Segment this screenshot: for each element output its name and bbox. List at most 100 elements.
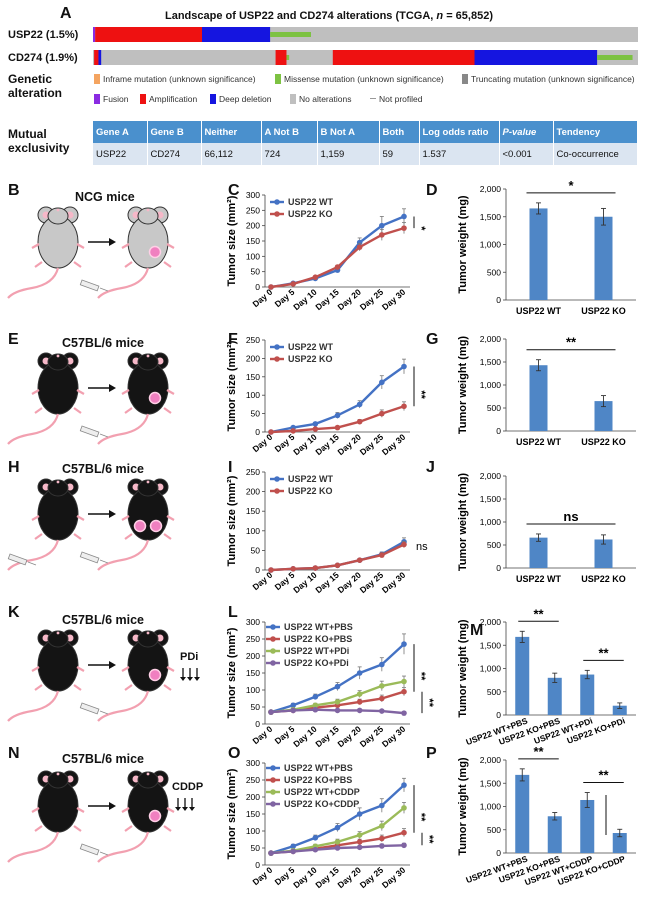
panel-label-p: P (426, 745, 437, 762)
legend-label: USP22 WT+PDi (284, 646, 349, 656)
td-gene-b: CD274 (147, 143, 202, 165)
significance-label: ns (416, 541, 428, 553)
x-tick-label: Day 0 (250, 570, 274, 592)
syringe-needle (99, 851, 109, 856)
x-tick-label: Day 0 (250, 865, 274, 887)
treatment-label-cddp: CDDP (172, 781, 204, 793)
data-point (401, 213, 407, 220)
legend-marker (270, 789, 276, 795)
mouse-before (7, 352, 85, 445)
x-tick-label: USP22 KO (581, 306, 626, 316)
syringe-needle (99, 433, 109, 438)
th-b-not-a: B Not A (317, 121, 380, 143)
legend-marker (274, 476, 280, 482)
data-point (334, 824, 341, 831)
treatment-label-pdi: PDi (180, 651, 199, 663)
data-point (312, 694, 319, 700)
tumor-icon (148, 668, 162, 682)
td-neither: 66,112 (201, 143, 262, 165)
y-tick-label: 100 (246, 826, 260, 836)
oncoprint-segment-amplification (332, 50, 475, 65)
mice-label-n: C57BL/6 mice (62, 752, 144, 766)
x-tick-label: Day 10 (291, 287, 319, 312)
legend-inframe: Inframe mutation (unknown significance) (94, 74, 256, 84)
x-tick-label: USP22 WT (516, 437, 562, 447)
series-line (270, 365, 405, 434)
data-point (312, 565, 319, 571)
syringe-icon (79, 425, 109, 438)
title-tail: = 65,852) (443, 10, 493, 22)
syringe-icon (79, 843, 109, 856)
x-tick-label: USP22 KO (581, 437, 626, 447)
legend-marker (270, 801, 276, 807)
x-tick-label: Day 30 (380, 724, 408, 749)
mouse-after (97, 352, 175, 445)
legend-label: USP22 KO+CDDP (284, 799, 359, 809)
significance-label: ** (415, 813, 427, 822)
y-tick-label: 100 (246, 685, 260, 695)
legend-label: USP22 WT+PBS (284, 622, 353, 632)
syringe-barrel (79, 425, 100, 438)
y-tick-label: 0 (255, 860, 260, 870)
mouse-before (7, 206, 85, 299)
x-tick-label: Day 0 (250, 287, 274, 309)
bar (515, 636, 530, 715)
y-tick-label: 1,500 (480, 357, 502, 367)
data-point (379, 232, 385, 238)
mouse-tail (97, 267, 150, 299)
mouse-head (47, 479, 69, 497)
x-tick-label: Day 20 (336, 570, 364, 595)
y-tick-label: 100 (246, 251, 260, 261)
panel-label-h: H (8, 459, 20, 476)
syringe-needle (99, 710, 109, 715)
y-tick-label: 2,000 (480, 755, 502, 765)
th-neither: Neither (201, 121, 262, 143)
legend-label: USP22 KO (288, 209, 333, 219)
panel-label-o: O (228, 745, 241, 762)
mouse-nose (56, 480, 60, 484)
legend-marker (274, 488, 280, 494)
significance-label: ** (598, 768, 609, 783)
data-point (334, 264, 341, 270)
data-point (334, 412, 341, 419)
mouse-limbs (121, 243, 175, 268)
mouse-head (137, 771, 159, 789)
data-point (356, 832, 363, 838)
bar (594, 539, 613, 568)
y-tick-label: 1,000 (480, 517, 502, 527)
x-tick-label: Day 0 (250, 724, 274, 746)
th-both: Both (379, 121, 420, 143)
bar (529, 208, 548, 300)
mouse-limbs (31, 515, 85, 540)
y-tick-label: 500 (487, 267, 501, 277)
mouse-after (97, 478, 175, 571)
data-point (401, 688, 407, 695)
bar (580, 799, 595, 853)
data-point (334, 424, 341, 431)
mouse-head (137, 353, 159, 371)
panel-label-m: M (470, 622, 484, 639)
data-point (379, 222, 385, 229)
data-point (356, 557, 363, 563)
legend-truncating: Truncating mutation (unknown significanc… (462, 74, 635, 84)
legend-marker (270, 765, 276, 771)
significance-label: ns (563, 509, 578, 524)
mouse-tail (97, 413, 150, 445)
y-axis-label: Tumor size (mm²) (226, 195, 238, 286)
td-p-value: <0.001 (499, 143, 554, 165)
oncoprint-segment-amplification (94, 50, 99, 65)
y-tick-label: 250 (246, 775, 260, 785)
y-axis-label: Tumor weight (mg) (457, 195, 469, 294)
oncoprint-segment-deep_deletion (474, 50, 598, 65)
mutual-label: Mutual (8, 127, 47, 141)
data-point (356, 239, 363, 246)
oncoprint-segment-missense (270, 32, 311, 37)
legend-no-alterations: No alterations (290, 94, 351, 104)
data-point (334, 839, 341, 845)
th-gene-a: Gene A (93, 121, 148, 143)
gene-label-cd274: CD274 (1.9%) (8, 52, 78, 64)
td-tendency: Co-occurrence (553, 143, 638, 165)
panel-label-f: F (228, 331, 238, 348)
y-tick-label: 1,500 (480, 212, 502, 222)
